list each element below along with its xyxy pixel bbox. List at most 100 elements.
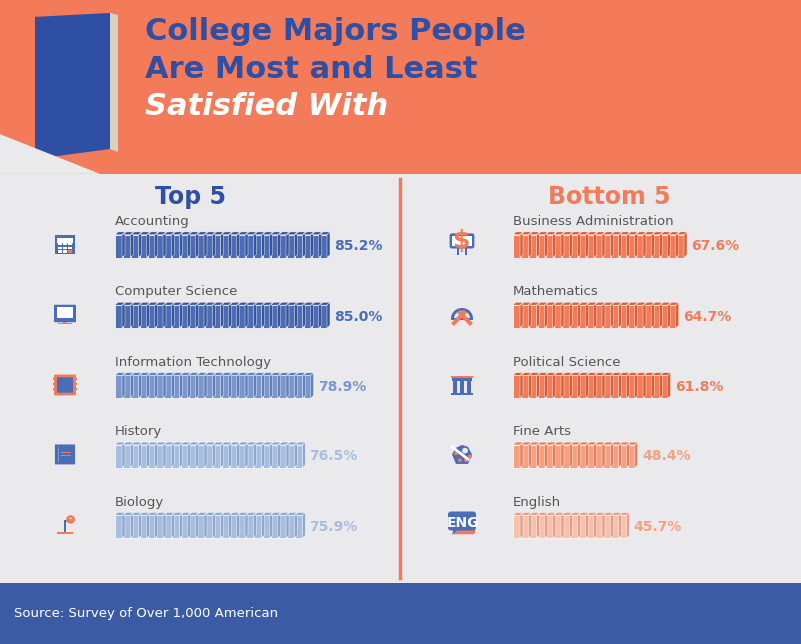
Polygon shape [570, 235, 578, 258]
Polygon shape [189, 232, 199, 235]
Polygon shape [312, 302, 322, 305]
Polygon shape [603, 373, 614, 375]
Polygon shape [131, 302, 142, 305]
Polygon shape [659, 232, 662, 258]
Polygon shape [636, 373, 646, 375]
Polygon shape [553, 302, 556, 328]
Polygon shape [195, 513, 199, 538]
Polygon shape [156, 375, 163, 399]
Polygon shape [513, 305, 520, 328]
Polygon shape [123, 515, 131, 538]
Polygon shape [554, 235, 561, 258]
Polygon shape [220, 302, 223, 328]
Polygon shape [271, 232, 281, 235]
Polygon shape [110, 13, 118, 152]
Wedge shape [451, 308, 473, 318]
Polygon shape [197, 302, 207, 305]
Polygon shape [652, 232, 662, 235]
Polygon shape [230, 442, 239, 445]
Polygon shape [586, 442, 589, 468]
Polygon shape [570, 232, 572, 258]
Polygon shape [253, 442, 256, 468]
Polygon shape [595, 445, 602, 468]
Polygon shape [561, 302, 564, 328]
Polygon shape [123, 305, 131, 328]
Polygon shape [163, 232, 166, 258]
Polygon shape [537, 442, 539, 468]
Polygon shape [513, 232, 523, 235]
Polygon shape [164, 515, 171, 538]
Polygon shape [603, 305, 610, 328]
Polygon shape [139, 235, 147, 258]
Polygon shape [545, 442, 556, 445]
Polygon shape [578, 232, 581, 258]
FancyBboxPatch shape [453, 516, 475, 535]
Polygon shape [212, 373, 215, 399]
Polygon shape [288, 515, 294, 538]
Polygon shape [312, 305, 319, 328]
Polygon shape [204, 513, 207, 538]
Polygon shape [296, 375, 303, 399]
Polygon shape [537, 232, 548, 235]
Polygon shape [452, 527, 460, 535]
Polygon shape [255, 513, 264, 515]
Polygon shape [578, 373, 581, 399]
Polygon shape [238, 513, 248, 515]
Polygon shape [288, 232, 297, 235]
Polygon shape [131, 513, 142, 515]
Polygon shape [610, 302, 614, 328]
Polygon shape [222, 515, 228, 538]
Polygon shape [180, 305, 187, 328]
Polygon shape [179, 442, 183, 468]
Bar [58, 238, 73, 243]
Polygon shape [669, 235, 676, 258]
Polygon shape [197, 235, 204, 258]
Bar [73, 379, 78, 380]
Polygon shape [635, 442, 638, 468]
Polygon shape [148, 513, 158, 515]
Polygon shape [628, 375, 635, 399]
Polygon shape [237, 442, 239, 468]
Polygon shape [197, 442, 207, 445]
Polygon shape [279, 445, 286, 468]
Bar [58, 243, 73, 244]
Polygon shape [620, 302, 630, 305]
Polygon shape [189, 235, 195, 258]
Polygon shape [554, 515, 561, 538]
Polygon shape [288, 305, 294, 328]
Polygon shape [587, 232, 597, 235]
Text: 85.0%: 85.0% [334, 310, 383, 323]
Polygon shape [562, 235, 570, 258]
Polygon shape [570, 442, 581, 445]
Bar [451, 375, 473, 379]
Polygon shape [213, 513, 223, 515]
Polygon shape [187, 232, 191, 258]
Polygon shape [237, 373, 239, 399]
Polygon shape [189, 375, 195, 399]
Polygon shape [312, 232, 322, 235]
Polygon shape [237, 232, 239, 258]
Text: Source: Survey of Over 1,000 American: Source: Survey of Over 1,000 American [14, 607, 279, 620]
Polygon shape [131, 373, 133, 399]
Polygon shape [197, 515, 204, 538]
FancyBboxPatch shape [57, 377, 73, 393]
Polygon shape [288, 442, 297, 445]
Polygon shape [115, 235, 122, 258]
Bar [58, 251, 62, 253]
Polygon shape [180, 375, 187, 399]
Polygon shape [179, 513, 183, 538]
Polygon shape [602, 232, 605, 258]
Polygon shape [122, 302, 125, 328]
Text: Fine Arts: Fine Arts [513, 425, 571, 439]
Polygon shape [520, 513, 523, 538]
Polygon shape [279, 235, 286, 258]
Polygon shape [228, 373, 231, 399]
Polygon shape [278, 442, 281, 468]
Polygon shape [205, 235, 212, 258]
Bar [70, 520, 72, 523]
Polygon shape [131, 232, 133, 258]
Polygon shape [296, 442, 305, 445]
Polygon shape [545, 305, 553, 328]
Polygon shape [595, 442, 605, 445]
Polygon shape [286, 232, 289, 258]
